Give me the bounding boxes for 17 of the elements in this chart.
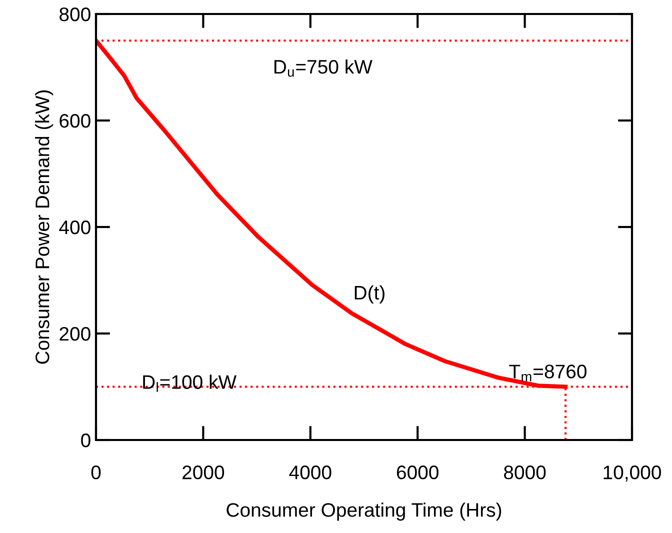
x-tick-label: 6000: [396, 466, 438, 480]
y-tick-label: 200: [60, 326, 90, 341]
x-tick-label: 4000: [289, 466, 332, 480]
annotation: T$_{m}$=8760: [509, 364, 586, 382]
x-tick-label: 10,000: [604, 466, 661, 482]
y-tick-label: 400: [59, 220, 90, 234]
x-axis-title: Consumer Operating Time (Hrs): [226, 502, 502, 521]
x-tick-label: 8000: [504, 466, 546, 480]
annotation: D$_{l}$=100 kW: [143, 374, 237, 392]
y-tick-label: 600: [60, 114, 90, 128]
annotation: D(t): [354, 285, 384, 304]
x-tick-label: 0: [91, 466, 101, 480]
y-tick-label: 0: [81, 433, 90, 448]
y-tick-label: 800: [60, 7, 90, 22]
x-tick-label: 2000: [182, 466, 224, 480]
y-axis-title: Consumer Power Demand (kW): [35, 90, 54, 364]
annotation: D$_{u}$=750 kW: [274, 59, 372, 77]
